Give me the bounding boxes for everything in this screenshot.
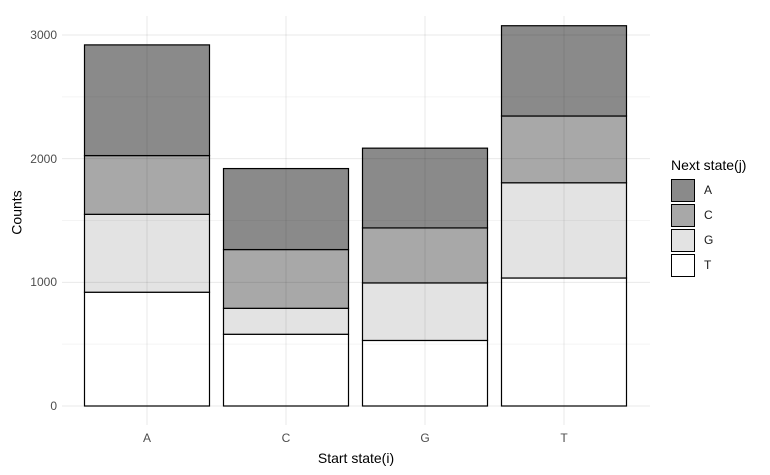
x-axis-title: Start state(i) bbox=[317, 450, 395, 466]
legend-item-T: T bbox=[671, 254, 746, 277]
bar-C-segment-T bbox=[222, 333, 350, 407]
bar-A-segment-G bbox=[83, 213, 211, 293]
legend-label-T: T bbox=[704, 258, 712, 272]
x-tick-label-G: G bbox=[420, 431, 430, 445]
plot-panel bbox=[62, 16, 650, 425]
x-tick-label-A: A bbox=[142, 431, 151, 445]
y-axis-title: Counts bbox=[8, 190, 25, 235]
legend-key-swatch-G bbox=[671, 229, 695, 252]
x-tick-label-C: C bbox=[281, 431, 291, 445]
x-tick-label-T: T bbox=[560, 431, 568, 445]
bar-C-segment-G bbox=[222, 307, 350, 335]
legend-label-G: G bbox=[704, 233, 714, 247]
legend-item-C: C bbox=[671, 204, 746, 227]
bar-C-segment-C bbox=[222, 248, 350, 309]
legend-label-C: C bbox=[704, 208, 713, 222]
y-tick-label-1000: 1000 bbox=[30, 275, 57, 290]
bar-G-segment-C bbox=[361, 227, 489, 284]
bar-A-segment-A bbox=[83, 44, 211, 157]
y-tick-label-3000: 3000 bbox=[30, 28, 57, 42]
legend-key-swatch-A bbox=[671, 179, 695, 202]
y-tick-label-0: 0 bbox=[50, 399, 57, 413]
bar-A-segment-T bbox=[83, 291, 211, 407]
bar-T-segment-C bbox=[500, 115, 628, 184]
y-tick-label-2000: 2000 bbox=[30, 151, 57, 166]
bar-C-segment-A bbox=[222, 167, 350, 251]
legend-title: Next state(j) bbox=[671, 157, 747, 173]
legend-key-swatch-T bbox=[671, 254, 695, 277]
legend-item-A: A bbox=[671, 179, 746, 202]
bar-G-segment-G bbox=[361, 282, 489, 342]
bar-G-segment-A bbox=[361, 147, 489, 229]
bar-T-segment-T bbox=[500, 277, 628, 407]
legend-item-G: G bbox=[671, 229, 746, 252]
legend-key-swatch-C bbox=[671, 204, 695, 227]
plot-svg bbox=[62, 16, 650, 425]
bar-T-segment-A bbox=[500, 25, 628, 117]
legend-label-A: A bbox=[704, 183, 713, 197]
bar-G-segment-T bbox=[361, 339, 489, 407]
